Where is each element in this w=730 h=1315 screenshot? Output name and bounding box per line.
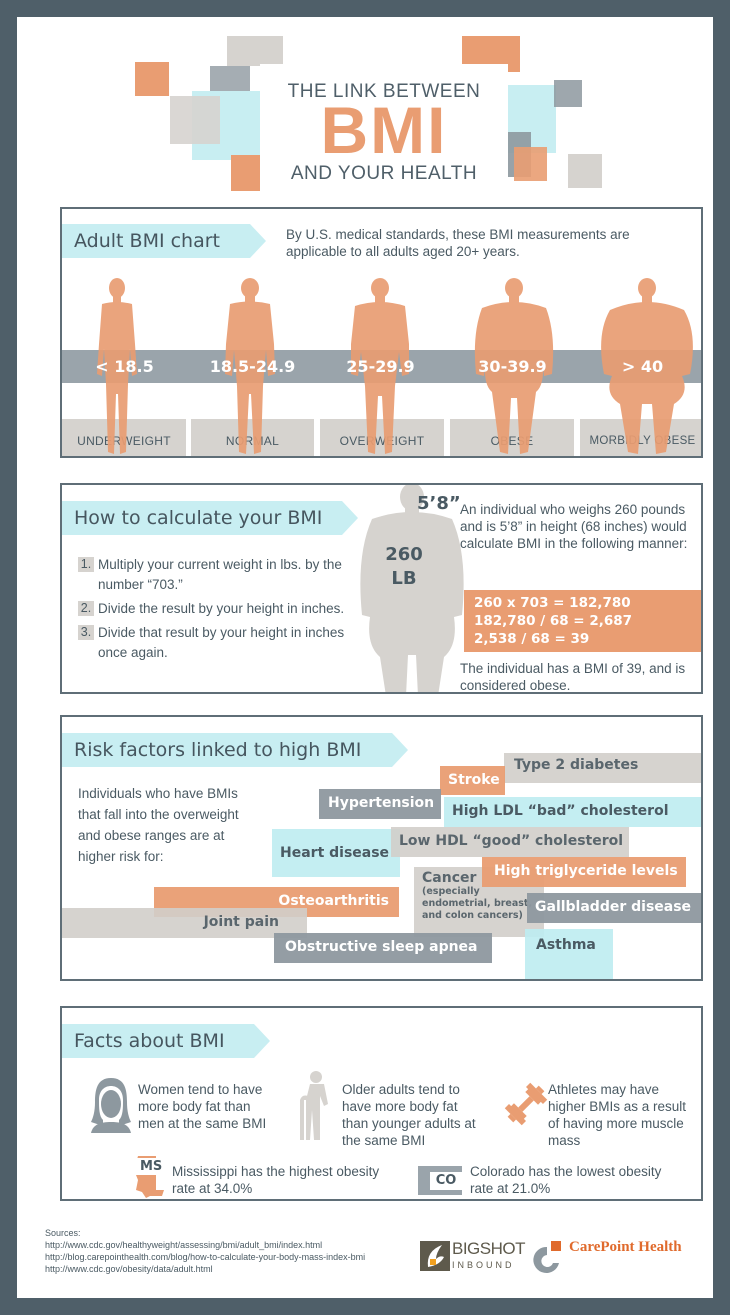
section-title: How to calculate your BMI <box>62 501 358 535</box>
risk-factors-section: Risk factors linked to high BMI Individu… <box>60 715 703 981</box>
logo1-bottom: INBOUND <box>452 1260 515 1270</box>
section-title: Facts about BMI <box>62 1024 270 1058</box>
step-text: Divide that result by your height in inc… <box>98 625 345 660</box>
step-text: Multiply your current weight in lbs. by … <box>98 557 342 592</box>
example-weight: 260 LB <box>374 543 434 591</box>
risk-label: Heart disease <box>280 845 390 861</box>
example-intro: An individual who weighs 260 pounds and … <box>460 502 688 551</box>
risk-label: Joint pain <box>203 914 279 930</box>
risk-label: Obstructive sleep apnea <box>285 939 478 955</box>
risk-intro: Individuals who have BMIs that fall into… <box>78 786 239 864</box>
risk-label: Osteoarthritis <box>278 893 389 909</box>
bmi-range-morbidly-obese: > 40 <box>621 357 664 376</box>
logo1-top: BIGSHOT <box>452 1239 526 1258</box>
morbidly-obese-figure-icon <box>601 278 693 454</box>
facts-section: Facts about BMI Women tend to have more … <box>60 1006 703 1201</box>
risk-note: (especially endometrial, breast, and col… <box>422 886 533 921</box>
source-link[interactable]: http://www.cdc.gov/obesity/data/adult.ht… <box>45 1264 213 1274</box>
title-bmi: BMI <box>320 93 448 167</box>
elderly-person-icon <box>300 1071 328 1140</box>
co-abbr: CO <box>430 1172 462 1190</box>
example-weight-unit: LB <box>391 568 417 589</box>
bmi-range-obese: 30-39.9 <box>478 357 547 376</box>
section-title: Risk factors linked to high BMI <box>62 733 408 767</box>
step-number: 1. <box>78 557 94 572</box>
dumbbell-icon <box>504 1082 548 1126</box>
title-frame <box>260 64 508 196</box>
risk-tag-low-hdl: Low HDL “good” cholesterol <box>391 827 629 857</box>
risk-tag-hypertension: Hypertension <box>319 789 441 819</box>
carepoint-c-icon <box>533 1241 561 1273</box>
obese-figure-icon <box>474 278 554 454</box>
bmi-label-morbidly-obese: MORBIDLY OBESE <box>580 419 701 456</box>
sources: Sources: http://www.cdc.gov/healthyweigh… <box>45 1227 365 1275</box>
fact-older-adults-text: Older adults tend to have more body fat … <box>342 1082 476 1148</box>
section-description: By U.S. medical standards, these BMI mea… <box>286 227 630 259</box>
example-conclusion: The individual has a BMI of 39, and is c… <box>460 661 686 693</box>
risk-tag-sleep-apnea: Obstructive sleep apnea <box>274 933 492 963</box>
calculation-box: 260 x 703 = 182,780 182,780 / 68 = 2,687… <box>464 590 701 652</box>
fact-colorado-text: Colorado has the lowest obesity rate at … <box>470 1164 662 1196</box>
risk-label: Low HDL “good” cholesterol <box>399 833 624 849</box>
bmi-range-underweight: < 18.5 <box>95 357 154 376</box>
underweight-figure-icon <box>97 278 137 454</box>
step-item: 1. Multiply your current weight in lbs. … <box>78 555 348 595</box>
example-height: 5’8” <box>417 493 461 514</box>
risk-label: High LDL “bad” cholesterol <box>452 803 669 819</box>
example-weight-value: 260 <box>385 544 423 565</box>
step-item: 3. Divide that result by your height in … <box>78 623 348 663</box>
risk-label: Stroke <box>448 772 500 788</box>
section-title: Adult BMI chart <box>62 224 266 258</box>
infographic-page: THE LINK BETWEEN BMI AND YOUR HEALTH Adu… <box>17 17 713 1298</box>
risk-label: Hypertension <box>328 795 435 811</box>
risk-label: Asthma <box>536 937 596 953</box>
title-line-3: AND YOUR HEALTH <box>290 163 478 184</box>
step-number: 2. <box>78 601 94 616</box>
bmi-chart-section: Adult BMI chart By U.S. medical standard… <box>60 207 703 458</box>
risk-tag-high-ldl: High LDL “bad” cholesterol <box>444 797 701 827</box>
bmi-label-overweight: OVERWEIGHT <box>320 419 444 456</box>
calculate-section: How to calculate your BMI 1. Multiply yo… <box>60 483 703 694</box>
sources-label: Sources: <box>45 1228 81 1238</box>
risk-label: High triglyceride levels <box>494 863 678 879</box>
woman-icon <box>91 1078 131 1133</box>
ms-abbr: MS <box>132 1158 170 1175</box>
normal-figure-icon <box>225 278 275 454</box>
risk-tag-asthma: Asthma <box>525 929 613 979</box>
equation-line: 260 x 703 = 182,780 <box>474 595 631 611</box>
example-person-silhouette-icon <box>360 485 464 692</box>
risk-tag-stroke: Stroke <box>440 766 505 795</box>
logo2-text: CarePoint Health <box>569 1239 682 1255</box>
title-line-1: THE LINK BETWEEN <box>287 81 481 102</box>
risk-tag-type2-diabetes: Type 2 diabetes <box>504 753 701 783</box>
bigshot-inbound-logo[interactable]: BIGSHOT INBOUND <box>420 1239 526 1275</box>
risk-tag-joint-pain: Joint pain <box>62 908 307 938</box>
bmi-range-overweight: 25-29.9 <box>346 357 415 376</box>
risk-label: Cancer <box>422 870 477 886</box>
bmi-range-normal: 18.5-24.9 <box>209 357 296 376</box>
equation-line: 2,538 / 68 = 39 <box>474 631 590 647</box>
fact-mississippi-text: Mississippi has the highest obesity rate… <box>172 1164 380 1196</box>
step-text: Divide the result by your height in inch… <box>98 601 345 616</box>
fact-athletes-text: Athletes may have higher BMIs as a resul… <box>548 1082 687 1148</box>
risk-label: Type 2 diabetes <box>514 757 639 773</box>
source-link[interactable]: http://blog.carepointhealth.com/blog/how… <box>45 1252 366 1262</box>
bigshot-b-icon <box>420 1241 450 1271</box>
overweight-figure-icon <box>351 278 409 454</box>
step-item: 2. Divide the result by your height in i… <box>78 599 348 619</box>
risk-tag-gallbladder: Gallbladder disease <box>527 893 701 923</box>
risk-tag-high-triglyceride: High triglyceride levels <box>482 857 686 887</box>
step-number: 3. <box>78 625 94 640</box>
source-link[interactable]: http://www.cdc.gov/healthyweight/assessi… <box>45 1240 323 1250</box>
risk-label: Gallbladder disease <box>535 899 692 915</box>
equation-line: 182,780 / 68 = 2,687 <box>474 613 633 629</box>
carepoint-health-logo[interactable]: CarePoint Health <box>531 1239 701 1279</box>
fact-women-text: Women tend to have more body fat than me… <box>138 1082 267 1131</box>
risk-tag-heart-disease: Heart disease <box>272 829 400 877</box>
steps-list: 1. Multiply your current weight in lbs. … <box>78 555 348 667</box>
